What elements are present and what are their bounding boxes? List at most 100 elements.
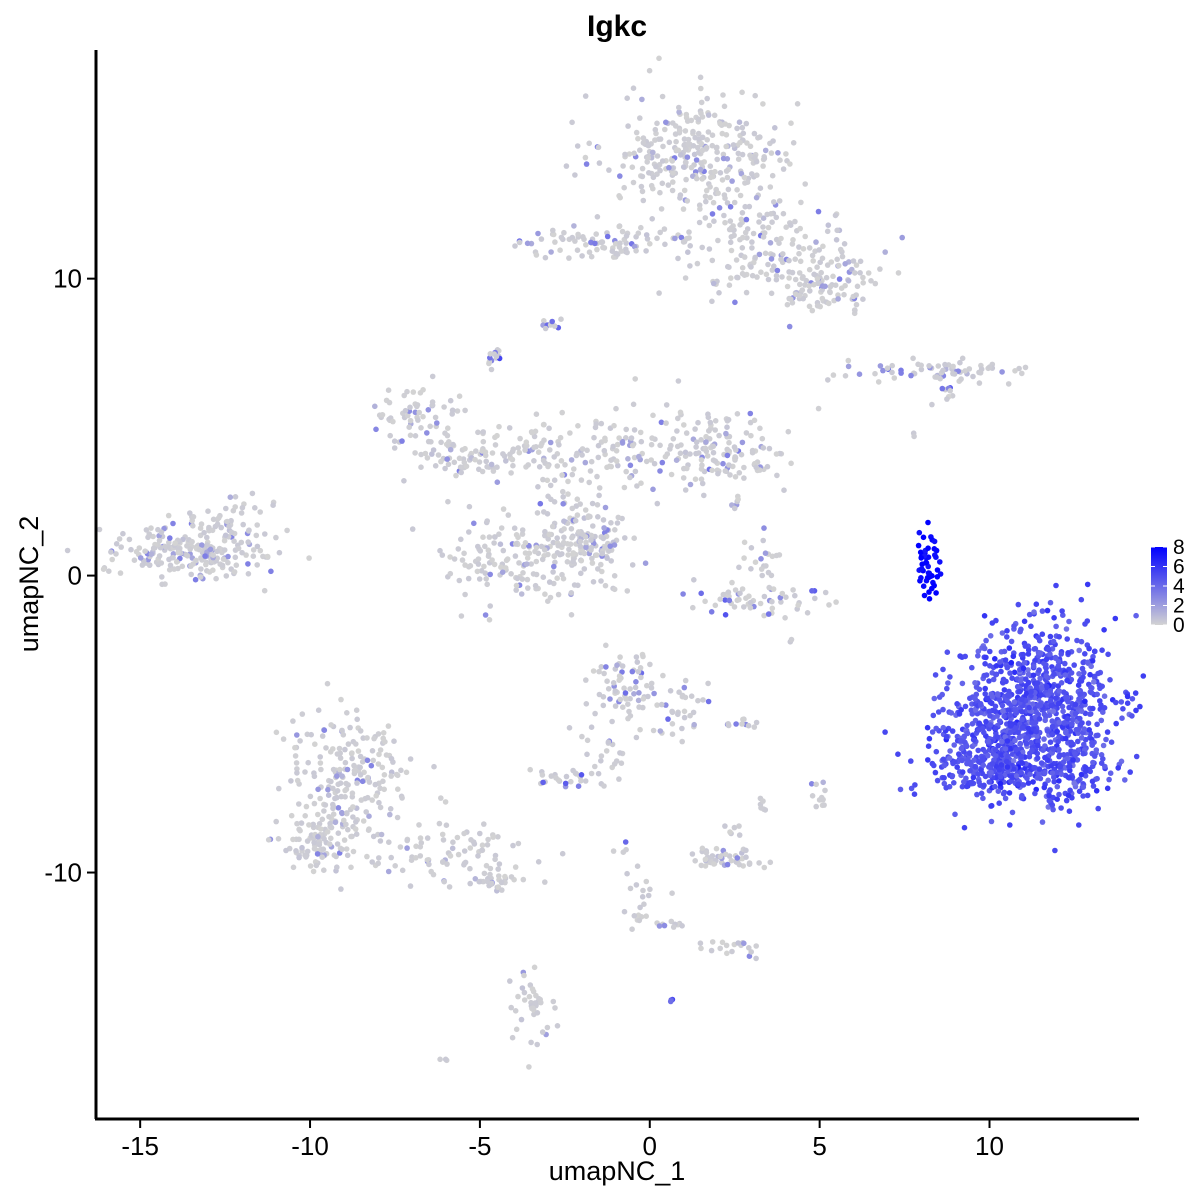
cell-point: [488, 880, 495, 886]
cell-point: [1036, 766, 1043, 772]
cell-point: [577, 501, 583, 507]
cell-point: [1007, 822, 1013, 828]
cell-point: [488, 461, 495, 468]
cell-point: [560, 494, 566, 500]
cell-point: [508, 1004, 514, 1011]
cell-point: [726, 439, 732, 446]
cell-point: [637, 665, 644, 671]
cell-point: [659, 459, 666, 466]
cell-point: [1032, 719, 1039, 726]
cell-point: [721, 192, 728, 198]
cell-point: [487, 871, 493, 878]
cell-point: [787, 161, 793, 167]
cell-point: [462, 591, 468, 598]
cell-point: [1054, 783, 1061, 790]
cell-point: [649, 435, 655, 441]
cell-point: [987, 722, 994, 728]
cell-point: [996, 767, 1003, 773]
cell-point: [307, 793, 314, 800]
cell-point: [765, 224, 772, 231]
cell-point: [586, 249, 593, 255]
cell-point: [556, 442, 562, 448]
cell-point: [654, 702, 660, 708]
x-axis-label: umapNC_1: [549, 1156, 686, 1186]
cell-point: [736, 861, 743, 868]
cell-point: [595, 566, 601, 572]
cell-point: [294, 770, 300, 776]
cell-point: [792, 592, 798, 599]
cell-point: [603, 664, 609, 670]
cell-point: [1071, 662, 1077, 668]
cell-point: [487, 865, 494, 872]
cell-point: [508, 571, 514, 577]
cell-point: [598, 758, 604, 764]
cell-point: [769, 219, 775, 225]
cell-point: [748, 545, 755, 551]
cell-point: [744, 235, 750, 241]
cell-point: [486, 617, 493, 623]
cell-point: [1019, 716, 1025, 723]
cell-point: [822, 589, 829, 596]
cell-point: [109, 556, 115, 563]
cell-point: [459, 557, 466, 563]
cell-point: [698, 476, 705, 483]
cell-point: [276, 785, 282, 792]
cell-point: [833, 237, 840, 243]
legend-tick-label: 2: [1173, 595, 1185, 618]
cell-point: [773, 552, 780, 559]
cell-point: [533, 571, 540, 578]
cell-point: [476, 459, 483, 465]
cell-point: [148, 551, 155, 557]
cell-point: [439, 552, 446, 558]
cell-point: [613, 250, 619, 257]
cell-point: [633, 882, 640, 888]
cell-point: [499, 887, 505, 893]
cell-point: [973, 684, 980, 690]
cell-point: [199, 542, 205, 548]
cell-point: [179, 563, 186, 570]
cell-point: [635, 135, 641, 142]
cell-point: [853, 262, 860, 268]
cell-point: [1067, 787, 1073, 794]
cell-point: [728, 275, 734, 281]
cell-point: [447, 554, 453, 560]
cell-point: [850, 258, 857, 264]
cell-point: [525, 585, 531, 591]
cell-point: [615, 462, 621, 469]
cell-point: [492, 442, 499, 448]
cell-point: [811, 281, 817, 288]
cell-point: [1068, 676, 1075, 683]
cell-point: [961, 824, 968, 831]
cell-point: [330, 785, 336, 792]
cell-point: [489, 450, 496, 456]
cell-point: [910, 355, 916, 362]
cell-point: [699, 244, 705, 251]
cell-point: [376, 855, 382, 861]
cell-point: [530, 1005, 536, 1011]
cell-point: [627, 474, 633, 481]
cell-point: [1091, 679, 1097, 685]
cell-point: [627, 686, 633, 692]
cell-point: [296, 801, 302, 807]
cell-point: [420, 387, 426, 393]
cell-point: [908, 785, 915, 792]
cell-point: [1057, 763, 1063, 770]
cell-point: [724, 861, 731, 868]
cell-point: [612, 241, 619, 247]
cell-point: [959, 757, 965, 764]
cell-point: [317, 754, 324, 760]
cell-point: [814, 276, 821, 282]
cell-point: [1050, 806, 1056, 813]
cell-point: [968, 707, 975, 713]
cell-point: [407, 883, 414, 889]
cell-point: [536, 464, 543, 470]
cell-point: [397, 844, 404, 850]
cell-point: [166, 556, 172, 563]
cell-point: [338, 886, 344, 892]
cell-point: [1017, 678, 1024, 684]
cell-point: [709, 257, 716, 264]
cell-point: [824, 228, 831, 235]
cell-point: [496, 423, 502, 430]
cell-point: [669, 890, 675, 896]
cell-point: [1043, 656, 1050, 663]
